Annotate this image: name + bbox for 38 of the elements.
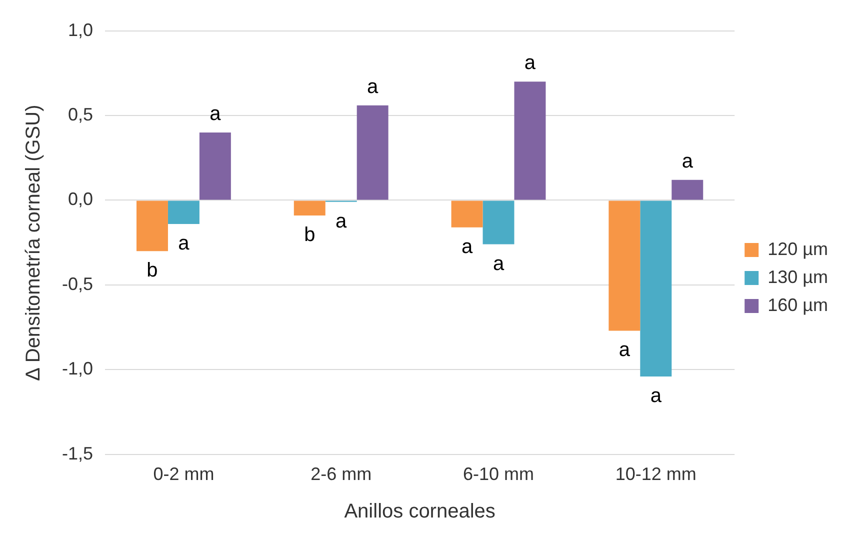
x-tick-label: 10-12 mm [615, 464, 696, 484]
data-label: a [524, 52, 536, 74]
y-tick-label: 0,0 [68, 189, 94, 210]
bar [136, 200, 168, 252]
bar [199, 132, 231, 200]
data-label: a [210, 102, 222, 125]
legend-label: 130 µm [768, 266, 828, 287]
bar [672, 180, 704, 200]
data-label: a [367, 76, 380, 98]
x-tick-label: 0-2 mm [153, 464, 214, 484]
y-tick-label: -1,5 [62, 443, 94, 464]
bar [640, 200, 672, 376]
data-label: b [146, 260, 158, 282]
bar [168, 200, 200, 224]
x-axis-title: Anillos corneales [344, 500, 496, 523]
data-label: a [336, 210, 348, 232]
legend-label: 160 µm [768, 294, 828, 315]
data-label: a [618, 339, 631, 362]
bar [482, 200, 514, 244]
y-tick-label: -1,0 [62, 358, 94, 379]
y-tick-label: -0,5 [62, 274, 94, 294]
data-label: a [178, 232, 190, 254]
data-label: a [461, 236, 474, 258]
data-label: b [304, 224, 316, 246]
y-tick-label: 0,5 [68, 104, 94, 124]
x-tick-label: 2-6 mm [310, 464, 372, 484]
data-label: a [650, 384, 662, 407]
data-label: a [492, 252, 505, 275]
bar [294, 200, 326, 216]
data-label: a [682, 150, 694, 172]
bar [514, 82, 546, 200]
legend-label: 120 µm [768, 238, 828, 259]
y-axis-title: ∆ Densitometría corneal (GSU) [22, 104, 45, 380]
bar [608, 200, 640, 331]
bar [356, 105, 388, 200]
x-tick-label: 6-10 mm [463, 464, 534, 484]
bar [451, 200, 483, 228]
y-tick-label: 1,0 [68, 20, 94, 40]
